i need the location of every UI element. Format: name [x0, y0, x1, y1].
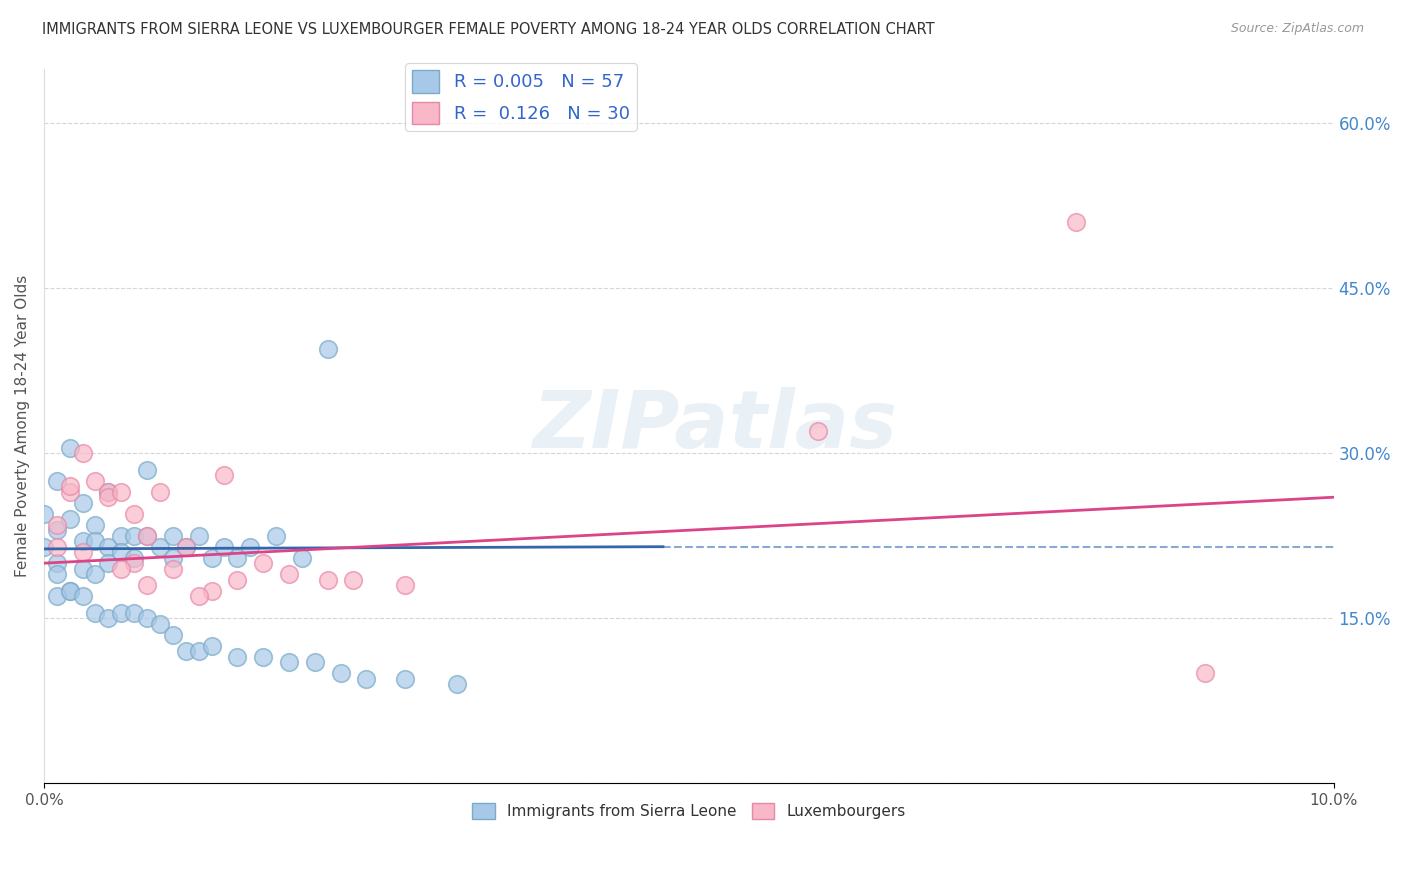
Point: [59, 583, 82, 598]
Point: [84, 517, 107, 532]
Point: [72, 562, 94, 576]
Point: [807, 424, 830, 438]
Text: IMMIGRANTS FROM SIERRA LEONE VS LUXEMBOURGER FEMALE POVERTY AMONG 18-24 YEAR OLD: IMMIGRANTS FROM SIERRA LEONE VS LUXEMBOU…: [42, 22, 935, 37]
Point: [45, 567, 67, 582]
Point: [84, 534, 107, 549]
Point: [72, 446, 94, 460]
Point: [97, 611, 120, 625]
Point: [187, 589, 209, 603]
Point: [187, 529, 209, 543]
Point: [110, 529, 132, 543]
Point: [72, 496, 94, 510]
Point: [84, 606, 107, 620]
Point: [59, 484, 82, 499]
Point: [59, 512, 82, 526]
Point: [122, 606, 145, 620]
Point: [110, 484, 132, 499]
Point: [214, 540, 236, 554]
Point: [72, 534, 94, 549]
Point: [252, 556, 274, 570]
Point: [226, 573, 249, 587]
Point: [316, 573, 339, 587]
Point: [136, 529, 159, 543]
Point: [97, 484, 120, 499]
Point: [32, 507, 55, 521]
Point: [45, 556, 67, 570]
Point: [136, 611, 159, 625]
Text: Source: ZipAtlas.com: Source: ZipAtlas.com: [1230, 22, 1364, 36]
Point: [97, 490, 120, 504]
Point: [110, 606, 132, 620]
Point: [200, 550, 222, 565]
Point: [356, 672, 378, 686]
Point: [32, 540, 55, 554]
Point: [162, 529, 184, 543]
Point: [136, 578, 159, 592]
Point: [45, 474, 67, 488]
Point: [149, 540, 172, 554]
Point: [342, 573, 364, 587]
Point: [59, 441, 82, 455]
Point: [136, 463, 159, 477]
Point: [446, 677, 468, 691]
Point: [1064, 215, 1087, 229]
Point: [174, 644, 197, 658]
Legend: Immigrants from Sierra Leone, Luxembourgers: Immigrants from Sierra Leone, Luxembourg…: [465, 797, 912, 825]
Point: [122, 550, 145, 565]
Point: [72, 589, 94, 603]
Point: [174, 540, 197, 554]
Point: [59, 583, 82, 598]
Point: [45, 540, 67, 554]
Point: [394, 578, 416, 592]
Point: [291, 550, 314, 565]
Point: [97, 540, 120, 554]
Point: [72, 545, 94, 559]
Point: [278, 567, 301, 582]
Point: [110, 562, 132, 576]
Y-axis label: Female Poverty Among 18-24 Year Olds: Female Poverty Among 18-24 Year Olds: [15, 275, 30, 577]
Point: [122, 507, 145, 521]
Point: [226, 550, 249, 565]
Point: [304, 655, 326, 669]
Point: [214, 468, 236, 483]
Point: [45, 517, 67, 532]
Point: [162, 550, 184, 565]
Point: [200, 639, 222, 653]
Point: [45, 589, 67, 603]
Point: [394, 672, 416, 686]
Point: [97, 484, 120, 499]
Point: [239, 540, 262, 554]
Point: [84, 567, 107, 582]
Point: [162, 562, 184, 576]
Point: [264, 529, 287, 543]
Point: [110, 545, 132, 559]
Point: [149, 484, 172, 499]
Point: [59, 479, 82, 493]
Point: [122, 556, 145, 570]
Point: [136, 529, 159, 543]
Point: [45, 523, 67, 537]
Point: [174, 540, 197, 554]
Point: [226, 649, 249, 664]
Point: [97, 556, 120, 570]
Point: [122, 529, 145, 543]
Point: [162, 627, 184, 641]
Point: [1194, 666, 1216, 681]
Point: [329, 666, 352, 681]
Point: [187, 644, 209, 658]
Point: [278, 655, 301, 669]
Point: [316, 342, 339, 356]
Text: ZIPatlas: ZIPatlas: [531, 387, 897, 465]
Point: [149, 616, 172, 631]
Point: [84, 474, 107, 488]
Point: [252, 649, 274, 664]
Point: [200, 583, 222, 598]
